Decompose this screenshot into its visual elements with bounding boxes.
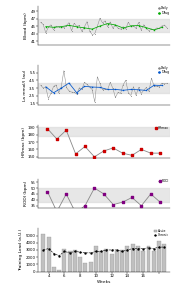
Y-axis label: RODI (bpm): RODI (bpm) <box>24 181 28 206</box>
Y-axis label: La mmol/l (au): La mmol/l (au) <box>23 69 27 101</box>
Bar <box>110 253 114 272</box>
Bar <box>152 251 156 272</box>
Bar <box>147 246 151 272</box>
Legend: Daily, T-Avg: Daily, T-Avg <box>158 66 169 75</box>
Point <box>74 152 77 156</box>
Bar <box>47 237 51 272</box>
Point <box>140 147 143 152</box>
Point <box>112 202 115 207</box>
Bar <box>62 248 66 272</box>
Point <box>149 192 152 196</box>
Bar <box>38 19 170 32</box>
Bar <box>157 241 161 272</box>
Point <box>84 204 86 208</box>
Bar <box>162 244 166 272</box>
Bar <box>52 267 56 272</box>
Bar <box>125 246 129 272</box>
Point <box>93 186 96 190</box>
Y-axis label: HRmax (bpm): HRmax (bpm) <box>22 127 26 157</box>
Point <box>65 192 68 196</box>
Bar <box>120 250 124 272</box>
Bar <box>38 127 170 136</box>
Bar <box>94 246 98 272</box>
Point <box>102 192 105 196</box>
Point <box>131 195 133 200</box>
Bar <box>89 262 93 272</box>
Legend: Daily, T-Avg: Daily, T-Avg <box>158 6 169 15</box>
Bar <box>41 234 45 272</box>
Legend: HRmax: HRmax <box>155 125 169 130</box>
Bar <box>104 248 108 272</box>
Point <box>131 153 133 158</box>
Point <box>121 151 124 155</box>
Legend: RODI: RODI <box>158 179 169 184</box>
Bar <box>57 270 61 272</box>
Bar <box>115 251 119 272</box>
Point <box>56 209 58 214</box>
Point <box>84 144 86 149</box>
Point <box>159 200 162 204</box>
Y-axis label: Blood (bpm): Blood (bpm) <box>24 12 28 39</box>
Point <box>159 151 162 155</box>
Point <box>46 126 49 131</box>
Legend: Acute, Chronic: Acute, Chronic <box>153 229 169 238</box>
Y-axis label: Training Load (a.U.): Training Load (a.U.) <box>19 229 23 271</box>
Point <box>102 149 105 153</box>
Point <box>74 211 77 215</box>
Bar <box>83 263 87 272</box>
Bar <box>68 251 72 272</box>
Point <box>93 154 96 159</box>
Bar <box>136 246 140 272</box>
Bar <box>131 244 135 272</box>
Point <box>46 189 49 194</box>
Point <box>149 151 152 155</box>
Bar <box>38 83 170 93</box>
Bar <box>99 251 103 272</box>
Point <box>56 137 58 141</box>
Bar <box>78 257 82 272</box>
Point <box>121 200 124 204</box>
X-axis label: Weeks: Weeks <box>97 280 111 284</box>
Bar <box>141 251 145 272</box>
Point <box>140 204 143 208</box>
Point <box>112 146 115 150</box>
Bar <box>38 188 170 202</box>
Bar <box>73 250 77 272</box>
Point <box>65 128 68 133</box>
